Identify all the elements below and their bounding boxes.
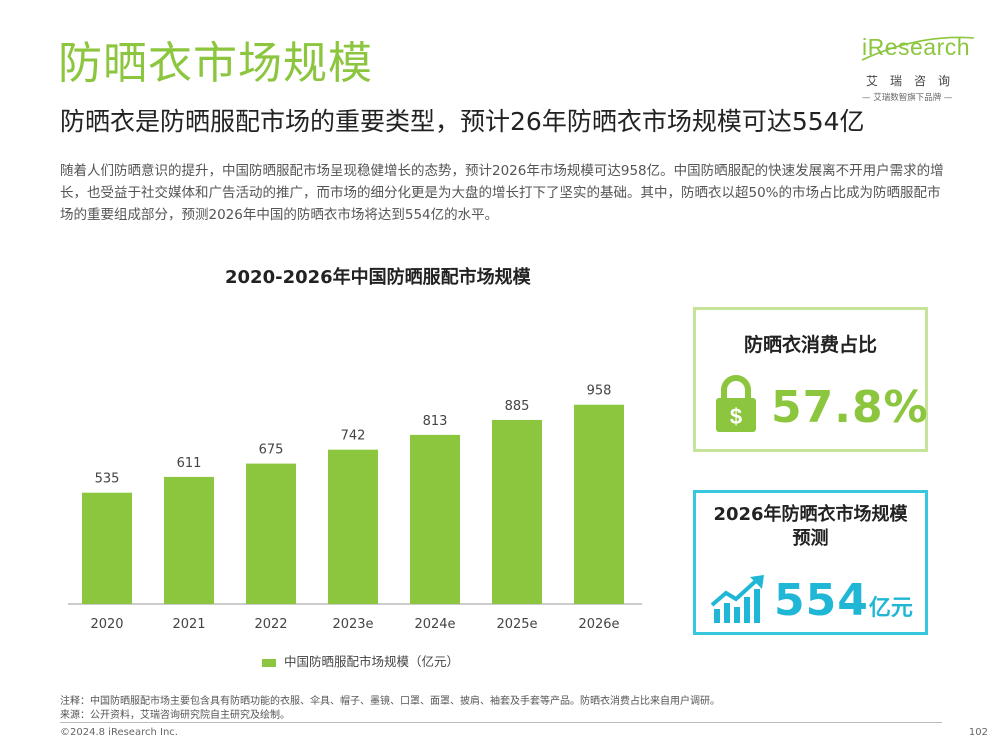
footer-source: 来源：公开资料，艾瑞咨询研究院自主研究及绘制。 [60,710,290,721]
category-label: 2022 [254,617,287,632]
category-label: 2021 [172,617,205,632]
forecast-unit: 亿元 [868,596,913,621]
category-label: 2023e [332,617,373,632]
page-title: 防晒衣市场规模 [58,38,373,89]
category-label: 2020 [90,617,123,632]
footer-divider [60,722,942,723]
bar-2021 [164,476,214,604]
bar-value-label: 958 [587,384,612,399]
bar-2023e [328,449,378,604]
footer-note: 注释：中国防晒服配市场主要包含具有防晒功能的衣服、伞具、帽子、墨镜、口罩、面罩、… [60,696,720,707]
legend-swatch [262,658,276,667]
chart-title: 2020-2026年中国防晒服配市场规模 [225,267,531,288]
forecast-card-title: 2026年防晒衣市场规模 预测 [696,503,925,551]
category-label: 2024e [414,617,455,632]
bar-chart: 535 2020 611 2021 675 2022 742 2023e 813 2024e 885… [68,384,642,632]
footer-notes: 注释：中国防晒服配市场主要包含具有防晒功能的衣服、伞具、帽子、墨镜、口罩、面罩、… [60,695,720,723]
forecast-title-line1: 2026年防晒衣市场规模 [713,504,908,525]
copyright: ©2024.8 iResearch Inc. [60,727,178,738]
logo-cn-name: 艾瑞咨询 [866,74,963,88]
bar-2022 [246,463,296,604]
lock-dollar-icon: $ [716,375,756,432]
page-number: 102 [968,727,988,738]
forecast-title-line2: 预测 [792,528,829,549]
market-forecast-card: 2026年防晒衣市场规模 预测 554亿元 [693,490,928,635]
logo-brand: iResearch [862,34,971,60]
share-card-title: 防晒衣消费占比 [743,334,877,356]
bar-value-label: 813 [423,414,448,429]
category-label: 2026e [578,617,619,632]
bar-value-label: 675 [259,443,284,458]
intro-paragraph: 随着人们防晒意识的提升，中国防晒服配市场呈现稳健增长的态势，预计2026年市场规… [60,163,944,223]
bar-2024e [410,434,460,604]
bar-value-label: 742 [341,429,366,444]
growth-chart-icon [710,575,764,623]
page-subtitle: 防晒衣是防晒服配市场的重要类型，预计26年防晒衣市场规模可达554亿 [60,107,865,136]
legend-label: 中国防晒服配市场规模（亿元） [284,654,460,669]
iresearch-logo: iResearch 艾瑞咨询 — 艾瑞数智旗下品牌 — [861,30,982,103]
logo-swoosh-icon [861,36,975,61]
bar-value-label: 885 [505,399,530,414]
svg-text:$: $ [730,404,742,429]
forecast-number: 554 [774,575,869,626]
bar-2026e [574,404,624,604]
category-label: 2025e [496,617,537,632]
bar-value-label: 611 [177,456,202,471]
bar-2025e [492,419,542,604]
forecast-value: 554亿元 [774,575,913,626]
logo-tagline: — 艾瑞数智旗下品牌 — [862,93,953,103]
share-value: 57.8% [771,382,929,433]
bar-value-label: 535 [95,472,120,487]
bar-2020 [82,492,132,604]
chart-legend: 中国防晒服配市场规模（亿元） [262,651,459,670]
consumption-share-card: 防晒衣消费占比 $ 57.8% [693,307,928,452]
